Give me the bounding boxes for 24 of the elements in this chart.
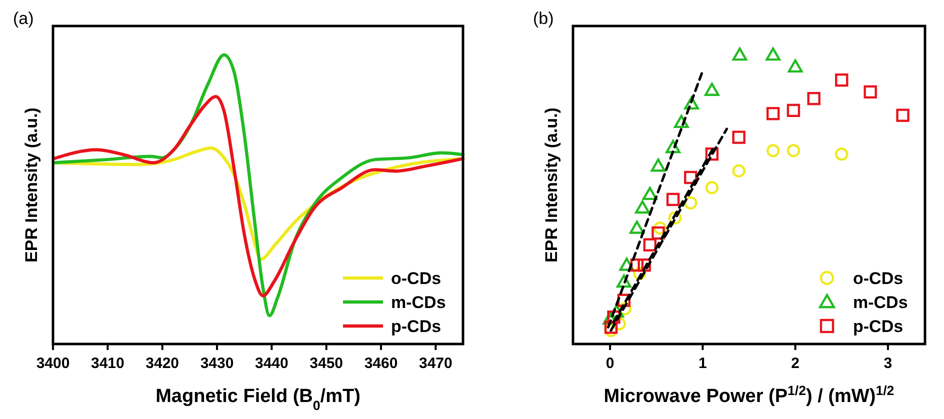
x-tick-label: 3410 <box>90 355 124 372</box>
y-axis-title: EPR Intensity (a.u.) <box>22 108 41 262</box>
x-tick-label: 3460 <box>364 355 398 372</box>
legend-label: o-CDs <box>853 268 904 288</box>
y-axis-title: EPR Intensity (a.u.) <box>542 108 561 262</box>
x-tick-label: 3440 <box>254 355 288 372</box>
legend-label: m-CDs <box>391 292 446 312</box>
x-tick-label: 3400 <box>36 355 70 372</box>
x-axis-title: Magnetic Field (B$_{0}$/mT) <box>156 386 360 412</box>
legend-label: p-CDs <box>853 316 904 336</box>
legend-label: o-CDs <box>391 268 442 288</box>
x-tick-label: 0 <box>606 355 614 372</box>
legend-label: m-CDs <box>853 292 908 312</box>
x-tick-label: 3420 <box>146 355 180 372</box>
x-tick-label: 1 <box>698 355 707 372</box>
x-tick-label: 3470 <box>418 355 452 372</box>
x-tick-label: 2 <box>791 355 800 372</box>
x-tick-label: 3430 <box>200 355 234 372</box>
x-tick-label: 3450 <box>310 355 344 372</box>
x-tick-label: 3 <box>884 355 892 372</box>
chart-title: (b) <box>533 9 554 28</box>
legend-label: p-CDs <box>391 316 442 336</box>
chart-title: (a) <box>13 9 34 28</box>
x-axis-title: Microwave Power (P$^{1/2}$) / (mW)$^{1/2}$ <box>604 382 894 407</box>
